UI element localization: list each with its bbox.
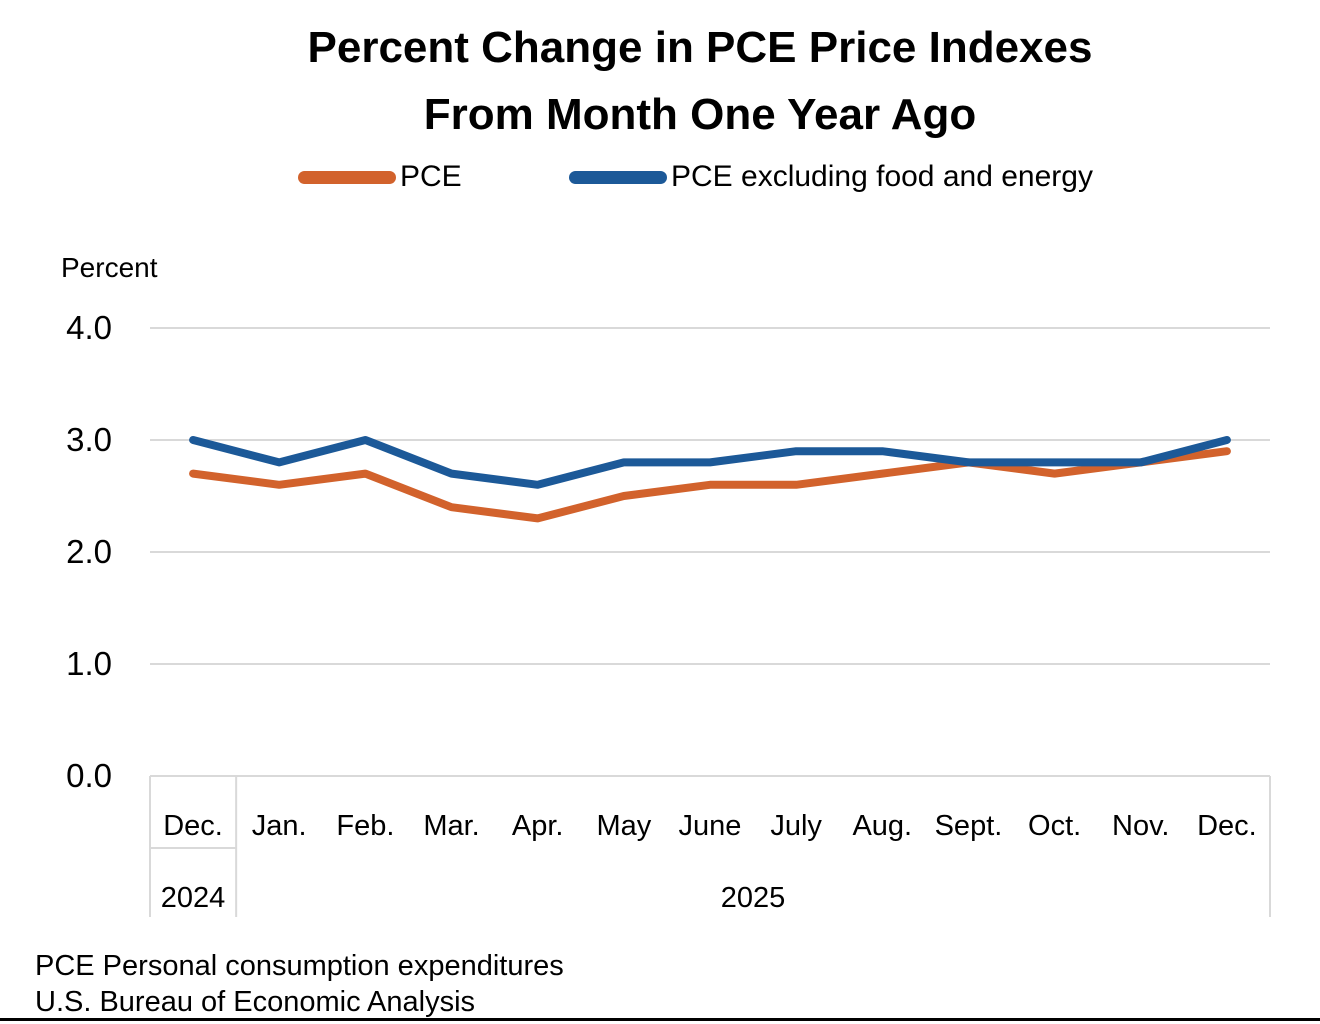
- x-axis-month-label: June: [678, 810, 742, 842]
- x-axis-month-label: Jan.: [251, 810, 307, 842]
- x-axis-month-label: Sept.: [934, 810, 1003, 842]
- x-axis-month-label: Feb.: [336, 810, 395, 842]
- x-axis-month-label: Apr.: [511, 810, 564, 842]
- y-axis-tick-label: 4.0: [66, 309, 112, 346]
- footer-notes: PCE Personal consumption expenditures U.…: [35, 948, 564, 1020]
- x-axis-month-label: July: [770, 810, 822, 842]
- footer-source-attribution: U.S. Bureau of Economic Analysis: [35, 986, 476, 1018]
- y-axis-tick-label: 2.0: [66, 533, 112, 570]
- y-axis-tick-label: 3.0: [66, 421, 112, 458]
- pce-line-swatch: [298, 170, 396, 184]
- x-axis-month-label: Oct.: [1028, 810, 1082, 842]
- x-axis-month-label: Mar.: [423, 810, 480, 842]
- legend-item-pce: PCE: [298, 158, 462, 196]
- y-axis-unit-label: Percent: [61, 252, 158, 283]
- chart-title-line-2: From Month One Year Ago: [423, 90, 977, 139]
- x-axis-month-label: May: [596, 810, 652, 842]
- x-axis-year-label: 2025: [720, 882, 786, 914]
- series-line-core-pce: [189, 436, 1231, 489]
- x-axis-year-label: 2024: [160, 882, 226, 914]
- legend-label-core-pce: PCE excluding food and energy: [671, 160, 1093, 193]
- x-axis-month-label: Nov.: [1112, 810, 1170, 842]
- series-line-pce: [189, 447, 1231, 523]
- chart-title: Percent Change in PCE Price Indexes From…: [80, 14, 1320, 148]
- x-axis-month-label: Dec.: [1197, 810, 1257, 842]
- x-axis-month-label: Aug.: [852, 810, 913, 842]
- footer-note-pce-definition: PCE Personal consumption expenditures: [35, 950, 564, 982]
- y-axis-tick-label: 0.0: [66, 757, 112, 794]
- legend-item-core-pce: PCE excluding food and energy: [569, 158, 1093, 196]
- y-axis-tick-label: 1.0: [66, 645, 112, 682]
- bottom-divider: [0, 1018, 1320, 1021]
- x-axis-month-label: Dec.: [163, 810, 223, 842]
- chart-title-line-1: Percent Change in PCE Price Indexes: [307, 23, 1093, 72]
- legend: PCE PCE excluding food and energy: [0, 158, 1320, 196]
- core-pce-line-swatch: [569, 170, 667, 184]
- legend-label-pce: PCE: [400, 160, 462, 193]
